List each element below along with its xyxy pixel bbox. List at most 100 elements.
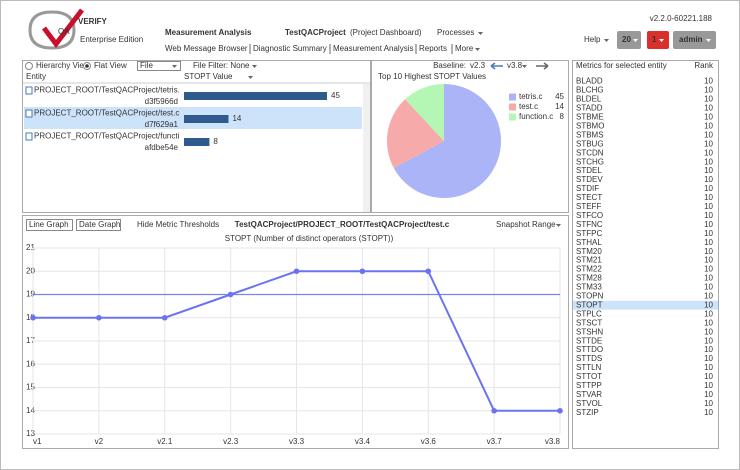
file-select[interactable]	[137, 61, 181, 71]
hide-thresholds[interactable]: Hide Metric Thresholds	[137, 220, 219, 229]
metric-rank: 10	[704, 390, 713, 399]
nav-link[interactable]: Diagnostic Summary	[253, 44, 327, 53]
x-tick-label: v3.7	[487, 437, 503, 446]
metrics-panel	[572, 60, 719, 449]
project-note: (Project Dashboard)	[350, 28, 422, 37]
hierarchy-view[interactable]: Hierarchy View	[36, 61, 90, 70]
file-filter[interactable]: File Filter: None	[193, 61, 250, 70]
metric-name[interactable]: STTPP	[576, 381, 602, 390]
legend-value: 8	[560, 112, 565, 121]
metric-name[interactable]: STSHN	[576, 327, 603, 336]
point	[227, 291, 234, 298]
x-tick-label: v2.1	[157, 437, 173, 446]
metric-rank: 10	[704, 95, 713, 104]
metric-name[interactable]: STM22	[576, 265, 602, 274]
flat-view[interactable]: Flat View	[94, 61, 127, 70]
y-tick-label: 15	[26, 383, 35, 392]
metric-rank: 10	[704, 130, 713, 139]
metric-rank: 10	[704, 283, 713, 292]
metric-name[interactable]: STZIP	[576, 408, 599, 417]
metric-name[interactable]: BLDEL	[576, 95, 602, 104]
snapshot-range[interactable]: Snapshot Range	[496, 220, 556, 229]
tab-label[interactable]: Line Graph	[29, 220, 69, 229]
metric-name[interactable]: STVOL	[576, 399, 603, 408]
metric-name[interactable]: BLADD	[576, 77, 603, 86]
metric-name[interactable]: STBMO	[576, 121, 604, 130]
metric-rank: 10	[704, 220, 713, 229]
user-button[interactable]	[673, 31, 716, 49]
metric-name[interactable]: STDEV	[576, 175, 603, 184]
metric-name[interactable]: STEFF	[576, 202, 601, 211]
tab-label[interactable]: Date Graph	[79, 220, 120, 229]
metric-name[interactable]: STDIF	[576, 184, 599, 193]
nav-link[interactable]: Measurement Analysis	[333, 44, 413, 53]
metric-name[interactable]: STPLC	[576, 309, 602, 318]
metric-name[interactable]: STM33	[576, 283, 602, 292]
tab[interactable]	[26, 219, 73, 231]
metric-rank: 10	[704, 363, 713, 372]
count-button[interactable]	[617, 31, 641, 49]
metric-name[interactable]: STCHG	[576, 157, 604, 166]
arrow-icon[interactable]	[490, 62, 503, 70]
metric-rank: 10	[704, 381, 713, 390]
processes-menu[interactable]: Processes	[437, 28, 474, 37]
dropdown-arrow	[522, 65, 527, 68]
metric-name[interactable]: STBUG	[576, 139, 604, 148]
file-select-text: File	[140, 61, 153, 70]
metric-name[interactable]: STFCO	[576, 211, 603, 220]
entity-hash: afdbe54e	[145, 143, 179, 152]
metric-name[interactable]: STFNC	[576, 220, 603, 229]
metric-name[interactable]: STTDO	[576, 345, 603, 354]
metric-name[interactable]: STVAR	[576, 390, 602, 399]
legend-label: test.c	[519, 102, 538, 111]
metric-name[interactable]: STCDN	[576, 148, 604, 157]
dropdown-arrow	[659, 39, 664, 42]
entity-name[interactable]: PROJECT_ROOT/TestQACProject/functi	[34, 132, 180, 141]
file-icon	[25, 132, 33, 141]
x-tick-label: v3.4	[355, 437, 371, 446]
alert-button[interactable]	[647, 31, 669, 49]
metric-name[interactable]: STBMS	[576, 130, 604, 139]
nav-link[interactable]: Web Message Browser	[165, 44, 248, 53]
metric-name[interactable]: STADD	[576, 104, 603, 113]
metric-name[interactable]: STM20	[576, 247, 602, 256]
metric-name[interactable]: STTDE	[576, 336, 602, 345]
value-bar	[184, 138, 210, 146]
metric-rank: 10	[704, 202, 713, 211]
radio[interactable]	[25, 62, 33, 70]
chart-title: STOPT (Number of distinct operators (STO…	[225, 234, 394, 243]
metric-name[interactable]: STOPN	[576, 292, 604, 301]
compare[interactable]: v3.8	[507, 61, 523, 70]
metric-rank: 10	[704, 113, 713, 122]
point	[30, 314, 36, 321]
entity-name[interactable]: PROJECT_ROOT/TestQACProject/test.c	[34, 109, 179, 118]
arrow-icon[interactable]	[536, 62, 549, 70]
metric-rank: 10	[704, 309, 713, 318]
metric-name[interactable]: BLCHG	[576, 86, 604, 95]
metric-name[interactable]: STTLN	[576, 363, 602, 372]
metric-name[interactable]: STM21	[576, 256, 602, 265]
nav-link[interactable]: More	[455, 44, 474, 53]
radio-dot	[85, 64, 89, 68]
baseline[interactable]: v2.3	[470, 61, 486, 70]
metric-name[interactable]: STBME	[576, 113, 604, 122]
metric-rank: 10	[704, 345, 713, 354]
metric-name[interactable]: STOPT	[576, 300, 603, 309]
metric-name[interactable]: STM28	[576, 274, 602, 283]
metric-name[interactable]: STFPC	[576, 229, 602, 238]
nav-link[interactable]: Reports	[419, 44, 447, 53]
edition: Enterprise Edition	[80, 35, 143, 44]
graph-panel	[22, 215, 569, 449]
tab[interactable]	[76, 219, 121, 231]
count-a: 20	[622, 35, 631, 44]
metric-name[interactable]: STDEL	[576, 166, 602, 175]
metric-name[interactable]: STTDS	[576, 354, 602, 363]
metric-name[interactable]: STHAL	[576, 238, 602, 247]
entity-name[interactable]: PROJECT_ROOT/TestQACProject/tetris.	[34, 86, 180, 95]
metric-name[interactable]: STECT	[576, 193, 602, 202]
dropdown-arrow	[556, 224, 561, 227]
metric-name[interactable]: STTOT	[576, 372, 602, 381]
metric-rank: 10	[704, 408, 713, 417]
help-menu[interactable]: Help	[584, 35, 601, 44]
metric-name[interactable]: STSCT	[576, 318, 602, 327]
